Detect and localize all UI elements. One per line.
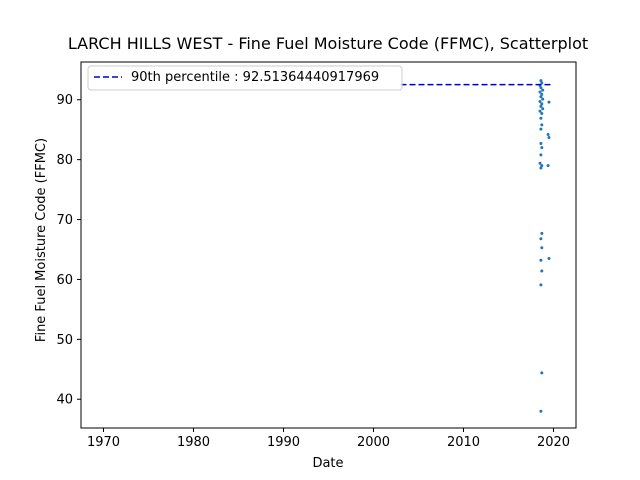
scatter-point <box>540 81 544 85</box>
scatter-point <box>539 166 543 170</box>
y-tick-label: 90 <box>56 93 73 108</box>
y-tick-label: 80 <box>56 153 73 168</box>
plot-area-frame <box>80 61 577 429</box>
scatter-point <box>540 112 544 116</box>
scatter-point <box>539 86 543 90</box>
scatter-point <box>539 153 543 157</box>
scatter-point <box>539 258 543 262</box>
scatter-point <box>546 164 550 168</box>
y-tick-label: 40 <box>56 393 73 408</box>
scatter-point <box>539 409 543 413</box>
scatter-point <box>540 146 544 150</box>
scatter-point <box>540 92 544 96</box>
scatter-point <box>547 100 551 104</box>
scatter-point <box>547 135 551 139</box>
scatter-point <box>540 269 544 273</box>
scatter-points <box>538 79 551 413</box>
scatter-point <box>539 141 543 145</box>
x-tick-label: 2010 <box>447 435 480 450</box>
scatter-point <box>538 161 542 165</box>
legend: 90th percentile : 92.51364440917969 <box>87 65 403 91</box>
x-tick-label: 1980 <box>177 435 210 450</box>
scatter-point <box>539 116 543 120</box>
chart-title: LARCH HILLS WEST - Fine Fuel Moisture Co… <box>68 34 588 53</box>
scatter-point <box>540 371 544 375</box>
scatter-point <box>539 104 543 108</box>
scatter-point <box>540 231 544 235</box>
x-tick-label: 1970 <box>87 435 120 450</box>
y-axis-label: Fine Fuel Moisture Code (FFMC) <box>34 138 49 342</box>
scatter-point <box>539 127 543 131</box>
legend-label: 90th percentile : 92.51364440917969 <box>131 70 379 85</box>
y-tick-label: 50 <box>56 333 73 348</box>
legend-box <box>87 65 403 91</box>
scatter-point <box>539 283 543 287</box>
scatter-point <box>541 97 545 101</box>
y-tick-label: 70 <box>56 213 73 228</box>
scatter-point <box>546 132 550 136</box>
scatter-point <box>540 102 544 106</box>
scatter-point <box>538 100 542 104</box>
x-tick-label: 1990 <box>267 435 300 450</box>
y-tick-label: 60 <box>56 273 73 288</box>
scatter-point <box>547 256 551 260</box>
scatter-point <box>539 237 543 241</box>
x-axis-label: Date <box>312 456 343 471</box>
scatter-point <box>539 95 543 99</box>
scatter-point <box>539 79 543 83</box>
x-axis-ticks: 1970 1980 1990 2000 2010 2020 <box>87 428 570 450</box>
y-axis-ticks: 40 50 60 70 80 90 <box>56 93 81 408</box>
scatter-point <box>538 90 542 94</box>
scatter-point <box>538 109 542 113</box>
scatter-point <box>540 123 544 127</box>
scatter-point <box>541 88 545 92</box>
x-tick-label: 2000 <box>357 435 390 450</box>
x-tick-label: 2020 <box>537 435 570 450</box>
scatter-point <box>540 164 544 168</box>
scatter-point <box>541 107 545 111</box>
scatter-point <box>540 246 544 250</box>
